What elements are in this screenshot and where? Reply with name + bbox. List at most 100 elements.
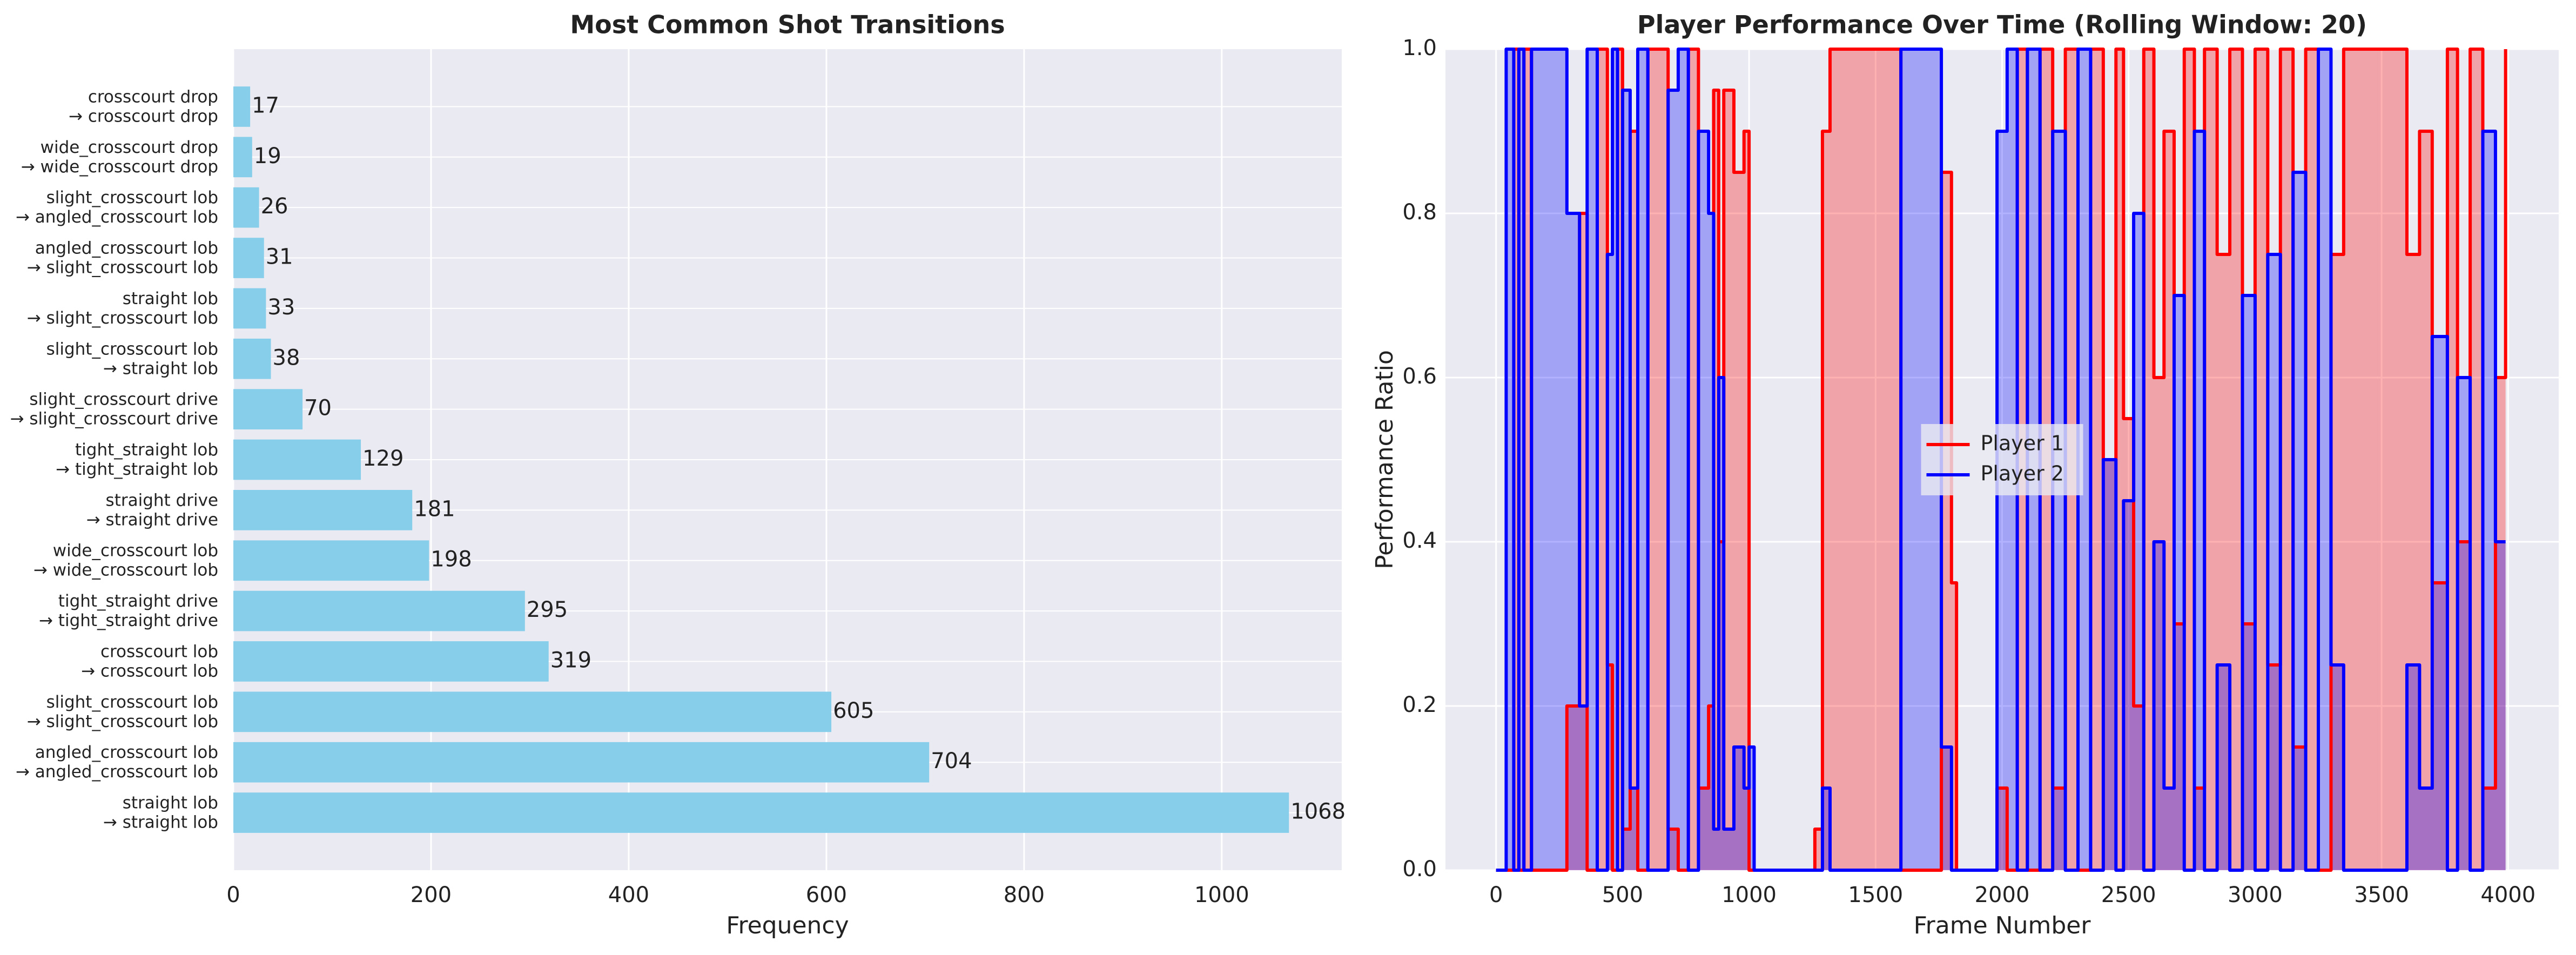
category-label-line: → straight drive — [86, 510, 218, 529]
category-label-line: straight drive — [106, 490, 218, 510]
bar — [233, 288, 266, 329]
x-tick-label: 200 — [411, 883, 452, 907]
value-label: 181 — [414, 496, 455, 521]
category-label: wide_crosscourt drop → wide_crosscourt dr… — [21, 137, 218, 176]
legend-label: Player 1 — [1981, 432, 2064, 455]
x-axis-label: Frame Number — [1914, 912, 2091, 939]
x-tick-label: 2500 — [2101, 883, 2156, 907]
category-label-line: slight_crosscourt lob — [46, 692, 218, 711]
x-tick-label: 1000 — [1721, 883, 1777, 907]
category-label-line: tight_straight drive — [58, 591, 218, 611]
x-tick-label: 2000 — [1975, 883, 2030, 907]
category-label-line: → crosscourt lob — [81, 661, 218, 681]
category-label: tight_straight drive → tight_straight dri… — [39, 591, 218, 630]
x-tick-label: 600 — [806, 883, 847, 907]
value-label: 1068 — [1290, 799, 1346, 824]
category-label-line: slight_crosscourt lob — [46, 188, 218, 207]
category-label: crosscourt drop → crosscourt drop — [69, 87, 218, 126]
category-label: tight_straight lob → tight_straight lob — [56, 440, 218, 479]
value-label: 26 — [261, 194, 288, 219]
category-label: crosscourt lob → crosscourt lob — [81, 642, 218, 681]
bar — [233, 389, 303, 429]
category-label-line: angled_crosscourt lob — [35, 238, 218, 258]
category-label: slight_crosscourt drive → slight_crosscou… — [10, 389, 218, 428]
value-label: 38 — [273, 345, 300, 370]
x-tick-label: 4000 — [2480, 883, 2535, 907]
category-label-line: wide_crosscourt drop — [41, 137, 218, 157]
category-label-line: → tight_straight drive — [39, 611, 218, 630]
y-tick-label: 1.0 — [1402, 36, 1437, 60]
category-label-line: crosscourt lob — [100, 642, 218, 661]
bar — [233, 86, 251, 127]
category-label-line: → angled_crosscourt lob — [16, 762, 218, 782]
chart-title: Player Performance Over Time (Rolling Wi… — [1637, 10, 2367, 39]
category-label-line: crosscourt drop — [88, 87, 218, 106]
category-label: straight lob → slight_crosscourt lob — [27, 288, 218, 327]
category-label-line: angled_crosscourt lob — [35, 743, 218, 762]
category-label: wide_crosscourt lob → wide_crosscourt lob — [33, 541, 218, 580]
value-label: 17 — [252, 93, 279, 118]
category-label-line: straight lob — [123, 793, 218, 812]
category-label: angled_crosscourt lob → slight_crosscourt… — [27, 238, 218, 277]
value-label: 704 — [931, 749, 972, 774]
legend-box — [1921, 424, 2083, 495]
y-tick-label: 0.6 — [1402, 364, 1437, 389]
value-label: 198 — [431, 547, 472, 572]
value-label: 605 — [833, 698, 874, 723]
bar — [233, 338, 271, 379]
category-label-line: → wide_crosscourt lob — [33, 560, 218, 580]
x-tick-label: 1000 — [1194, 883, 1249, 907]
value-label: 19 — [254, 144, 281, 169]
value-label: 129 — [362, 446, 403, 471]
x-tick-label: 1500 — [1848, 883, 1903, 907]
y-tick-label: 0.8 — [1402, 200, 1437, 225]
bar — [233, 439, 361, 480]
bar — [233, 540, 429, 581]
category-label-line: slight_crosscourt lob — [46, 339, 218, 359]
value-label: 70 — [304, 396, 332, 421]
category-label-line: wide_crosscourt lob — [53, 541, 218, 560]
bar — [233, 691, 832, 732]
y-tick-label: 0.4 — [1402, 528, 1437, 553]
category-label-line: → wide_crosscourt drop — [21, 157, 218, 176]
category-label-line: tight_straight lob — [75, 440, 218, 460]
bar — [233, 490, 413, 530]
x-tick-label: 500 — [1602, 883, 1643, 907]
x-tick-label: 800 — [1004, 883, 1045, 907]
bar — [233, 641, 549, 682]
chart-title: Most Common Shot Transitions — [570, 10, 1005, 39]
category-label: angled_crosscourt lob → angled_crosscourt… — [16, 743, 218, 782]
x-axis-label: Frequency — [726, 912, 849, 939]
y-tick-label: 0.2 — [1402, 692, 1437, 717]
category-label-line: → straight lob — [103, 812, 218, 832]
y-tick-label: 0.0 — [1402, 857, 1437, 882]
category-label-line: → slight_crosscourt lob — [27, 308, 218, 327]
category-label: slight_crosscourt lob → slight_crosscourt… — [27, 692, 218, 731]
value-label: 31 — [266, 245, 293, 270]
category-label-line: → slight_crosscourt lob — [27, 258, 218, 277]
bar — [233, 590, 525, 631]
bar — [233, 238, 264, 278]
category-label: straight lob → straight lob — [103, 793, 218, 832]
bar — [233, 137, 252, 178]
value-label: 295 — [527, 597, 568, 622]
bar — [233, 742, 930, 783]
category-label-line: → crosscourt drop — [69, 106, 218, 126]
category-label-line: → slight_crosscourt lob — [27, 711, 218, 731]
category-label-line: → tight_straight lob — [56, 460, 218, 479]
category-label: slight_crosscourt lob → straight lob — [46, 339, 218, 378]
bar — [233, 792, 1289, 833]
x-tick-label: 0 — [1489, 883, 1503, 907]
category-label: slight_crosscourt lob → angled_crosscourt… — [16, 188, 218, 227]
category-label-line: → straight lob — [103, 359, 218, 378]
x-tick-label: 0 — [226, 883, 240, 907]
category-label-line: slight_crosscourt drive — [29, 389, 218, 409]
category-label-line: → angled_crosscourt lob — [16, 207, 218, 227]
value-label: 33 — [267, 295, 295, 320]
category-label-line: straight lob — [123, 288, 218, 308]
category-label-line: → slight_crosscourt drive — [10, 409, 218, 428]
value-label: 319 — [550, 648, 591, 672]
bar — [233, 187, 259, 228]
